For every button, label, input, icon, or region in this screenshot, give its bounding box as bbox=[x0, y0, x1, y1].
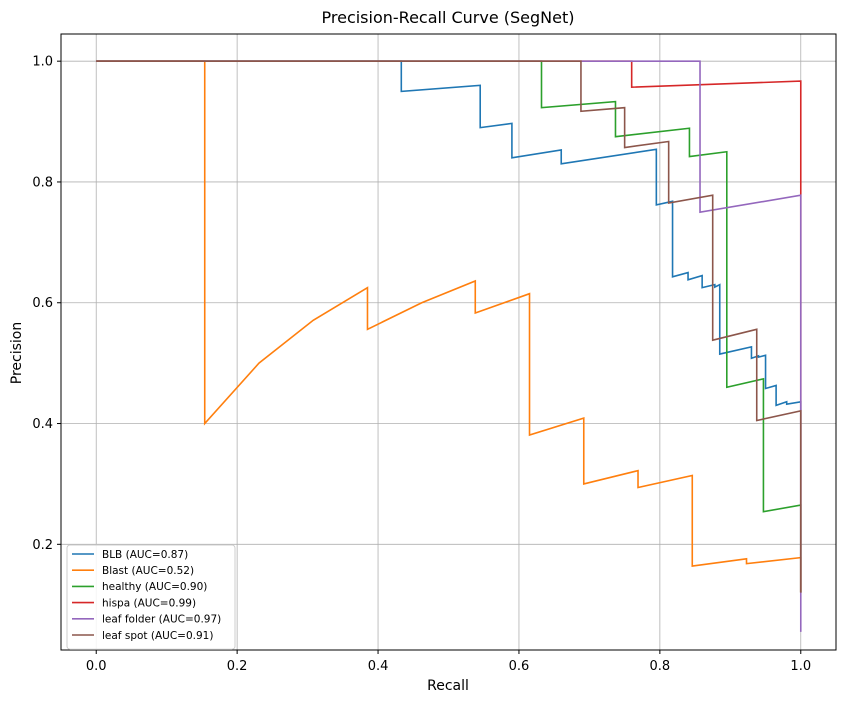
y-tick-label: 0.4 bbox=[32, 417, 53, 432]
x-tick-label: 1.0 bbox=[790, 659, 811, 674]
y-tick-label: 0.8 bbox=[32, 175, 53, 190]
x-tick-label: 0.8 bbox=[650, 659, 671, 674]
series-layer bbox=[96, 60, 802, 632]
x-tick-label: 0.2 bbox=[227, 659, 248, 674]
legend-box bbox=[66, 544, 236, 650]
legend: BLB (AUC=0.87) Blast (AUC=0.52) healthy (A… bbox=[66, 544, 236, 650]
legend-entry: BLB (AUC=0.87) bbox=[102, 549, 188, 561]
x-tick-label: 0.4 bbox=[368, 659, 389, 674]
y-axis-label: Precision bbox=[9, 322, 25, 384]
y-tick-label: 0.6 bbox=[32, 296, 53, 311]
chart-title: Precision-Recall Curve (SegNet) bbox=[322, 8, 575, 27]
y-tick-label: 0.2 bbox=[32, 538, 53, 553]
legend-entry: healthy (AUC=0.90) bbox=[102, 581, 207, 593]
y-tick-label: 1.0 bbox=[32, 55, 53, 70]
legend-entry: hispa (AUC=0.99) bbox=[102, 597, 196, 609]
legend-entry: leaf spot (AUC=0.91) bbox=[102, 630, 213, 642]
axis-ticks: 0.0 0.2 0.4 0.6 0.8 1.0 0.2 0.4 0.6 0.8 1.0 bbox=[32, 55, 811, 674]
legend-entry: leaf folder (AUC=0.97) bbox=[102, 614, 221, 626]
x-tick-label: 0.0 bbox=[86, 659, 107, 674]
series-line bbox=[96, 60, 802, 593]
series-line bbox=[96, 60, 802, 593]
legend-entry: Blast (AUC=0.52) bbox=[102, 565, 194, 577]
series-line bbox=[96, 60, 802, 593]
x-tick-label: 0.6 bbox=[509, 659, 530, 674]
series-line bbox=[96, 60, 802, 593]
x-axis-label: Recall bbox=[427, 678, 469, 694]
plot-frame bbox=[60, 33, 837, 651]
